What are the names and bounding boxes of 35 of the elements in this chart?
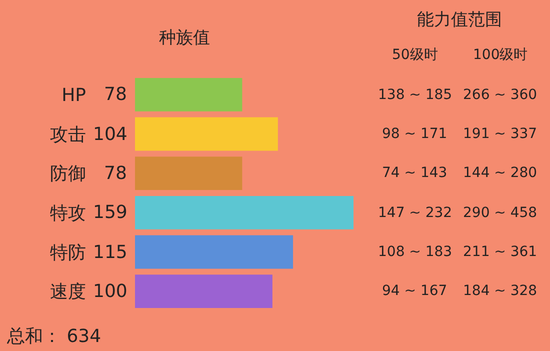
- text: 266 ~ 360: [463, 87, 538, 103]
- bar: [135, 156, 242, 190]
- data-label: 104: [93, 124, 128, 145]
- data-label: 100: [93, 281, 128, 302]
- text: 144 ~ 280: [463, 165, 538, 181]
- data-label: 78: [104, 163, 127, 184]
- bar: [135, 235, 294, 269]
- data-label: 78: [104, 84, 127, 105]
- data-label: 159: [93, 202, 128, 223]
- bar: [135, 78, 242, 112]
- y-tick-label: 特防: [50, 242, 86, 264]
- text: 能力值范围: [417, 10, 502, 30]
- text: 108 ~ 183: [378, 244, 452, 260]
- text: 147 ~ 232: [378, 205, 452, 221]
- text: 211 ~ 361: [463, 244, 538, 260]
- bar: [135, 196, 354, 230]
- text: 94 ~ 167: [382, 283, 448, 299]
- bar: [135, 274, 272, 308]
- y-tick-label: 速度: [50, 282, 86, 303]
- y-tick-label: HP: [62, 84, 86, 106]
- bar: [135, 117, 278, 151]
- text: 74 ~ 143: [382, 165, 448, 181]
- data-label: 115: [93, 242, 128, 263]
- text: 191 ~ 337: [463, 126, 538, 142]
- text: 50级时: [392, 47, 438, 63]
- text: 138 ~ 185: [378, 87, 452, 103]
- y-tick-label: 防御: [50, 164, 86, 185]
- text: 总和： 634: [6, 326, 102, 347]
- text: 290 ~ 458: [463, 205, 538, 221]
- text: 184 ~ 328: [463, 283, 538, 299]
- text: 100级时: [473, 47, 528, 63]
- text: 98 ~ 171: [382, 126, 448, 142]
- y-tick-label: 攻击: [50, 124, 86, 146]
- y-tick-label: 特攻: [50, 202, 86, 224]
- text: 种族值: [159, 28, 210, 48]
